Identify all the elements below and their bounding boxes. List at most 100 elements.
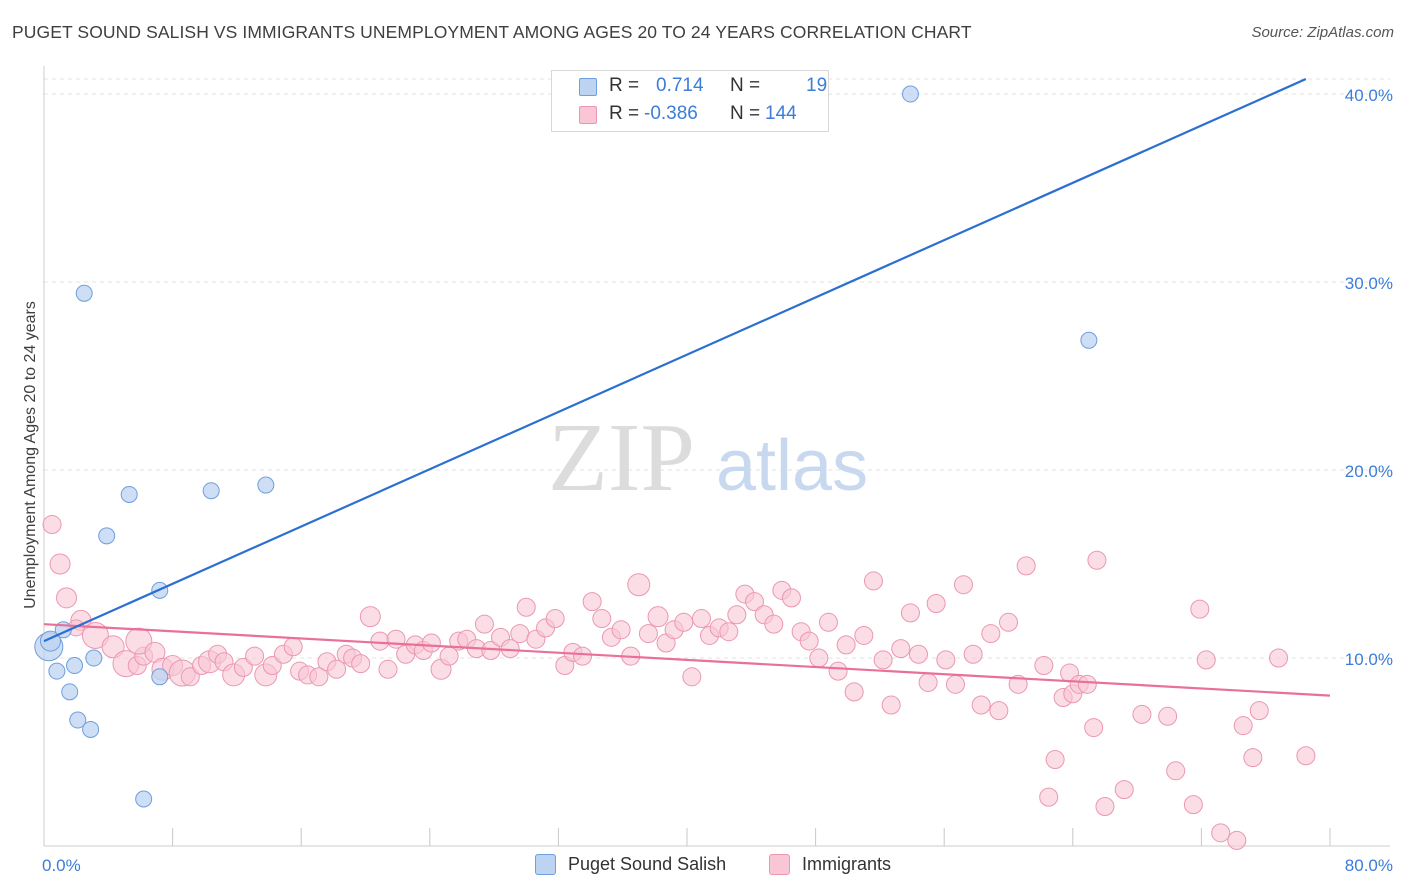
immigrants-point — [981, 624, 1001, 644]
immigrants-point — [1196, 650, 1216, 670]
immigrants-point — [370, 631, 390, 651]
legend-r-value: 0.714 — [656, 75, 704, 96]
legend-r-value: -0.386 — [644, 103, 698, 124]
immigrants-point — [233, 657, 253, 677]
immigrants-point — [1296, 746, 1316, 766]
salish-point — [1080, 331, 1098, 349]
immigrants-point — [1158, 706, 1178, 726]
immigrants-point — [638, 624, 658, 644]
immigrants-point — [674, 612, 694, 632]
immigrants-point — [854, 625, 874, 645]
watermark-zip: ZIP — [548, 404, 695, 512]
legend-n-value: 19 — [806, 75, 828, 96]
immigrants-point — [900, 603, 920, 623]
immigrants-point — [1084, 718, 1104, 738]
immigrants-point — [309, 667, 329, 687]
immigrants-point — [1227, 830, 1247, 850]
grid-lines — [44, 78, 1390, 659]
correlation-legend: R = 0.714 N = 19 R = -0.386 N = 144 — [551, 70, 829, 132]
legend-row-immigrants: R = -0.386 N = 144 — [552, 102, 828, 126]
immigrants-point — [573, 646, 593, 666]
salish-point — [901, 85, 919, 103]
immigrants-point — [1233, 716, 1253, 736]
legend-row-salish: R = 0.714 N = 19 — [552, 74, 828, 98]
immigrants-point — [351, 654, 371, 674]
legend-r-label: R = — [609, 75, 640, 96]
y-tick-label: 30.0% — [1345, 274, 1393, 293]
bottom-legend-immigrants: Immigrants — [769, 851, 891, 877]
immigrants-point — [999, 612, 1018, 632]
x-tick-label: 80.0% — [1345, 856, 1393, 875]
salish-point — [75, 284, 93, 302]
immigrants-point — [926, 593, 946, 613]
immigrants-point — [378, 659, 398, 679]
immigrants-point — [1077, 674, 1097, 694]
legend-swatch-salish — [579, 78, 597, 96]
tick-labels: 10.0% 20.0% 30.0% 40.0% 0.0% 80.0% — [42, 86, 1393, 875]
immigrants-point — [327, 659, 347, 679]
legend-swatch-immigrants — [579, 106, 597, 124]
immigrants-point — [125, 627, 153, 655]
immigrants-point — [881, 695, 901, 715]
salish-point — [48, 662, 66, 680]
immigrants-point — [245, 646, 265, 666]
immigrants-point — [727, 605, 747, 625]
salish-point — [61, 683, 79, 701]
immigrants-point — [359, 606, 381, 628]
immigrants-point — [863, 571, 883, 591]
immigrants-point — [719, 622, 739, 642]
salish-point — [151, 668, 169, 686]
immigrants-point — [963, 644, 983, 664]
immigrants-point — [799, 631, 819, 651]
legend-r-label: R = — [609, 103, 640, 124]
immigrants-point — [936, 650, 956, 670]
immigrants-point — [918, 672, 938, 692]
immigrants-point — [1190, 599, 1210, 619]
salish-point — [135, 790, 153, 808]
immigrants-point — [647, 606, 669, 628]
immigrants-point — [101, 635, 125, 659]
immigrants-point — [474, 614, 494, 634]
y-tick-label: 40.0% — [1345, 86, 1393, 105]
salish-point — [66, 657, 84, 675]
immigrants-point — [1087, 550, 1107, 570]
salish-point — [202, 482, 220, 500]
zipatlas-watermark: ZIP atlas — [548, 404, 868, 512]
immigrants-point — [844, 682, 864, 702]
immigrants-point — [682, 667, 702, 687]
immigrants-point — [1114, 780, 1134, 800]
immigrants-point — [1211, 823, 1231, 843]
immigrants-point — [1095, 797, 1115, 817]
immigrants-point — [582, 592, 602, 612]
salish-point — [69, 711, 87, 729]
salish-point — [257, 476, 275, 494]
immigrants-point — [592, 609, 612, 629]
chart-title: PUGET SOUND SALISH VS IMMIGRANTS UNEMPLO… — [12, 22, 972, 42]
salish-point — [82, 720, 100, 738]
legend-n-label: N = — [730, 103, 761, 124]
immigrants-point — [1016, 556, 1036, 576]
x-tick-label: 0.0% — [42, 856, 81, 875]
immigrants-point — [510, 624, 530, 644]
immigrants-point — [1045, 750, 1065, 770]
trend-lines — [43, 77, 1331, 697]
immigrants-points — [42, 515, 1316, 850]
immigrants-point — [262, 656, 282, 676]
immigrants-point — [180, 667, 200, 687]
immigrants-point — [764, 614, 784, 634]
immigrants-point — [836, 635, 856, 655]
immigrants-point — [953, 575, 973, 595]
immigrants-point — [1166, 761, 1186, 781]
axes — [43, 66, 1390, 847]
immigrants-point — [971, 695, 991, 715]
salish-point — [85, 649, 103, 667]
y-tick-label: 10.0% — [1345, 650, 1393, 669]
immigrants-point — [627, 573, 651, 597]
bottom-legend-swatch-salish — [535, 853, 556, 875]
salish-points — [34, 85, 1098, 808]
immigrants-point — [908, 644, 928, 664]
salish-point — [98, 527, 116, 545]
salish-point — [120, 485, 138, 503]
immigrants-trend-line — [43, 623, 1331, 697]
